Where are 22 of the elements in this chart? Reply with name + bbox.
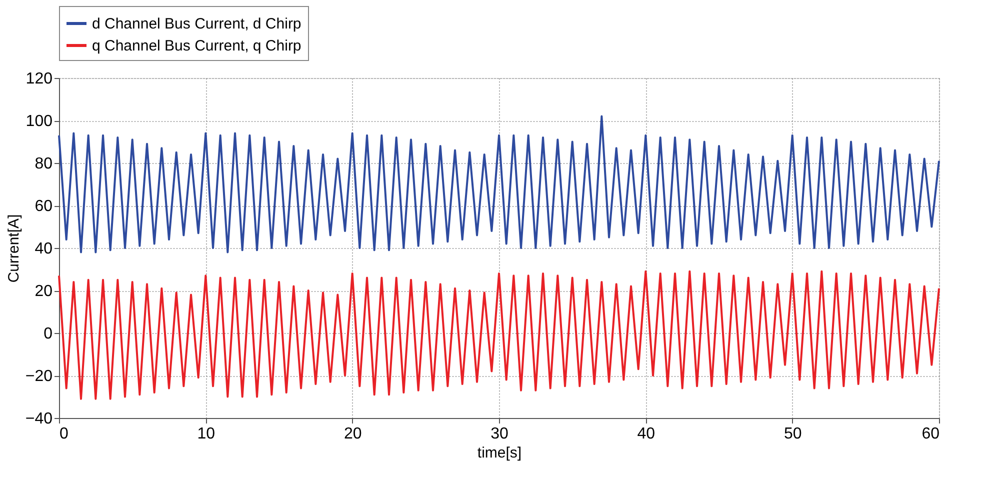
y-tick-label: 0 xyxy=(44,326,53,342)
x-tick-label: 30 xyxy=(490,426,508,442)
legend-label: q Channel Bus Current, q Chirp xyxy=(92,38,302,54)
x-tick-label: 60 xyxy=(922,426,940,442)
y-axis-title: Current[A] xyxy=(5,214,22,283)
y-tick-label: 80 xyxy=(34,156,53,172)
line-series xyxy=(58,270,940,400)
x-tick-label: 40 xyxy=(637,426,656,442)
y-tick-label: 20 xyxy=(34,283,53,300)
x-tick-label: 10 xyxy=(197,426,216,442)
legend-label: d Channel Bus Current, d Chirp xyxy=(92,16,302,32)
x-axis-title: time[s] xyxy=(477,444,522,462)
y-tick-label: −20 xyxy=(25,368,53,385)
y-tick-label: 60 xyxy=(34,198,53,215)
line-series xyxy=(58,115,940,254)
y-tick-label: 40 xyxy=(34,240,53,258)
y-tick-label: 120 xyxy=(26,70,53,88)
x-tick-label: 0 xyxy=(60,426,68,442)
y-tick-label: −40 xyxy=(25,410,53,428)
x-tick-label: 20 xyxy=(344,426,362,442)
y-tick-label: 100 xyxy=(26,113,53,130)
x-tick-label: 50 xyxy=(784,426,802,442)
